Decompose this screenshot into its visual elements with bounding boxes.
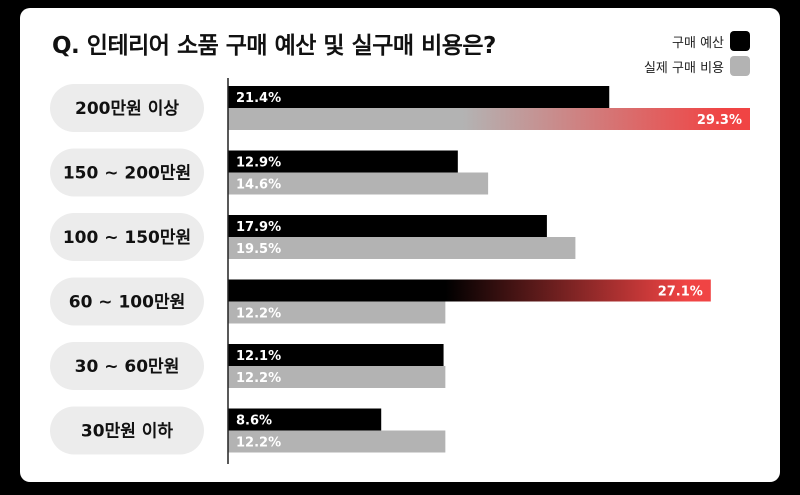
category-pill [50, 406, 204, 455]
category-label: 150 ~ 200만원 [63, 164, 191, 184]
category-label: 60 ~ 100만원 [69, 293, 186, 313]
category-label: 30 ~ 60만원 [75, 357, 180, 377]
budget-bar [228, 344, 444, 366]
category-label: 30만원 이하 [81, 422, 173, 442]
actual-value-label: 19.5% [236, 242, 281, 257]
legend-budget: 구매 예산 [672, 31, 750, 51]
category-pill [50, 84, 204, 132]
legend-actual: 실제 구매 비용 [644, 56, 750, 76]
budget-value-label: 12.9% [236, 156, 281, 171]
budget-value-label: 12.1% [236, 349, 281, 364]
budget-value-label: 27.1% [658, 285, 703, 300]
chart-title: Q. 인테리어 소품 구매 예산 및 실구매 비용은? [52, 33, 496, 59]
budget-bar [228, 86, 610, 108]
actual-bar [228, 108, 750, 130]
budget-value-label: 8.6% [236, 414, 272, 429]
actual-value-label: 12.2% [236, 371, 281, 386]
budget-bar [228, 408, 382, 431]
actual-bar [228, 366, 446, 388]
actual-bar [228, 301, 446, 324]
category-pill [50, 213, 204, 261]
actual-bar [228, 172, 489, 195]
budget-bar [228, 279, 711, 302]
actual-value-label: 12.2% [236, 436, 281, 451]
legend-actual-swatch [730, 56, 750, 76]
budget-value-label: 21.4% [236, 91, 281, 106]
legend-actual-label: 실제 구매 비용 [643, 60, 724, 76]
budget-value-label: 17.9% [236, 220, 281, 235]
budget-bar [228, 215, 547, 237]
legend-budget-label: 구매 예산 [672, 35, 724, 51]
category-pill [50, 148, 204, 197]
category-pill [50, 342, 204, 390]
legend-budget-swatch [730, 31, 750, 51]
category-label: 100 ~ 150만원 [63, 228, 191, 248]
actual-value-label: 12.2% [236, 307, 281, 322]
actual-bar [228, 237, 576, 259]
category-label: 200만원 이상 [75, 99, 179, 119]
actual-bar [228, 430, 446, 453]
category-pill [50, 277, 204, 326]
actual-value-label: 14.6% [236, 178, 281, 193]
actual-value-label: 29.3% [697, 113, 742, 128]
budget-bar [228, 150, 458, 173]
